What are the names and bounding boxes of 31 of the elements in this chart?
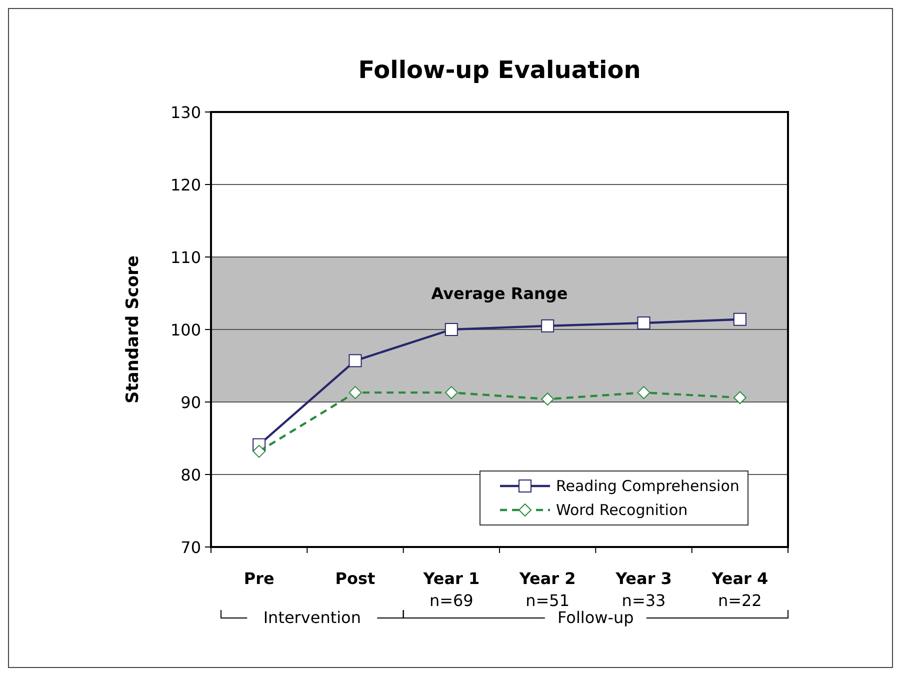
point — [348, 386, 362, 400]
text: Intervention — [263, 608, 361, 627]
point — [637, 316, 650, 330]
y-tick-label: 100 — [170, 320, 201, 340]
point — [541, 319, 554, 332]
y-tick-label: 120 — [170, 176, 201, 194]
chart-title: Follow-up Evaluation — [358, 56, 641, 84]
point — [733, 312, 746, 326]
legend-label: Reading Comprehension — [556, 477, 740, 495]
x-tick-label: Year 3 n=33 — [614, 569, 672, 610]
point — [541, 392, 554, 406]
text: Follow-up — [558, 608, 634, 627]
point — [444, 323, 458, 336]
x-tick-label: Year 1 n=69 — [422, 569, 480, 610]
x-tick-label: Year 4 n=22 — [710, 569, 768, 610]
band-label: Average Range — [431, 284, 568, 303]
point — [444, 386, 458, 400]
y-tick-label: 130 — [170, 103, 201, 122]
y-tick-label: 110 — [170, 248, 201, 267]
point — [348, 354, 362, 368]
y-tick-label: 70 — [180, 538, 201, 557]
point — [733, 391, 746, 404]
x-tick-label: Post — [335, 569, 376, 588]
legend-label: Word Recognition — [556, 501, 688, 519]
x-tick-label: Year 2 n=51 — [518, 569, 576, 610]
x-tick-label: Pre — [244, 569, 274, 588]
y-tick-label: 80 — [180, 466, 201, 484]
point — [637, 386, 650, 400]
y-axis-title: Standard Score — [123, 256, 143, 404]
y-tick-label: 90 — [180, 393, 201, 412]
point — [252, 444, 266, 458]
